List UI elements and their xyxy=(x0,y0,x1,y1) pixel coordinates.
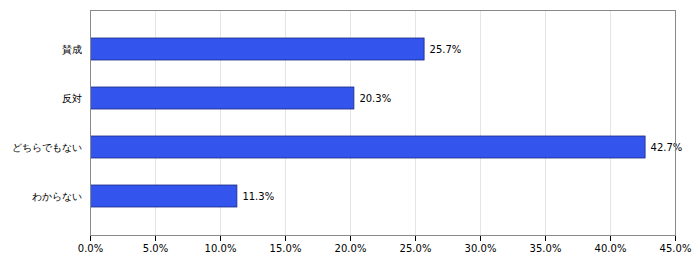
svg-text:0.0%: 0.0% xyxy=(78,243,103,254)
svg-text:賛成: 賛成 xyxy=(62,44,82,55)
svg-text:40.0%: 40.0% xyxy=(595,243,627,254)
svg-text:どちらでもない: どちらでもない xyxy=(12,142,82,153)
svg-text:45.0%: 45.0% xyxy=(660,243,692,254)
svg-text:30.0%: 30.0% xyxy=(465,243,497,254)
svg-text:35.0%: 35.0% xyxy=(530,243,562,254)
svg-text:25.7%: 25.7% xyxy=(430,44,462,55)
svg-text:反対: 反対 xyxy=(62,93,82,104)
svg-text:25.0%: 25.0% xyxy=(400,243,432,254)
svg-text:20.0%: 20.0% xyxy=(335,243,367,254)
svg-text:11.3%: 11.3% xyxy=(242,191,274,202)
svg-text:10.0%: 10.0% xyxy=(205,243,237,254)
svg-text:わからない: わからない xyxy=(32,191,82,202)
svg-text:42.7%: 42.7% xyxy=(651,142,683,153)
svg-text:15.0%: 15.0% xyxy=(270,243,302,254)
svg-text:5.0%: 5.0% xyxy=(143,243,168,254)
svg-text:20.3%: 20.3% xyxy=(359,93,391,104)
